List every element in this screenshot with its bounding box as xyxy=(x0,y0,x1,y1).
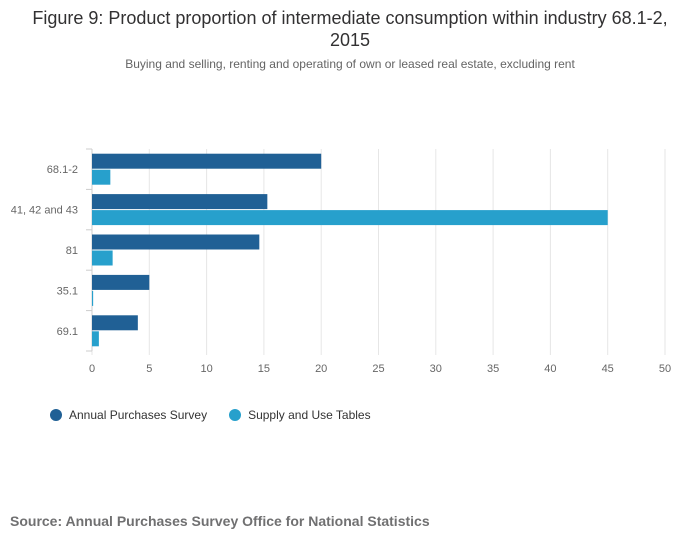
legend: Annual Purchases Survey Supply and Use T… xyxy=(50,408,371,422)
bar-aps xyxy=(92,153,322,169)
bar-aps xyxy=(92,194,268,210)
x-tick-label: 30 xyxy=(430,363,442,375)
x-tick-label: 25 xyxy=(372,363,384,375)
chart-title: Figure 9: Product proportion of intermed… xyxy=(32,8,668,50)
x-tick-label: 50 xyxy=(659,363,671,375)
legend-label-sut: Supply and Use Tables xyxy=(248,408,371,422)
x-tick-label: 15 xyxy=(258,363,270,375)
source-note: Source: Annual Purchases Survey Office f… xyxy=(10,513,430,529)
bar-aps xyxy=(92,315,138,331)
x-tick-label: 5 xyxy=(146,363,152,375)
legend-label-aps: Annual Purchases Survey xyxy=(69,408,208,422)
legend-marker-sut xyxy=(229,409,242,421)
x-tick-label: 45 xyxy=(602,363,614,375)
bar-sut xyxy=(92,169,111,185)
y-tick-label: 69.1 xyxy=(57,326,78,338)
chart-subtitle: Buying and selling, renting and operatin… xyxy=(125,57,575,71)
y-tick-label: 68.1-2 xyxy=(47,164,78,176)
bar-sut xyxy=(92,250,113,266)
x-tick-label: 10 xyxy=(200,363,212,375)
x-tick-label: 40 xyxy=(544,363,556,375)
bar-sut xyxy=(92,290,94,306)
legend-marker-aps xyxy=(50,409,62,421)
y-tick-label: 35.1 xyxy=(57,285,78,297)
y-tick-label: 81 xyxy=(66,245,78,257)
bar-sut xyxy=(92,210,608,226)
x-tick-label: 35 xyxy=(487,363,499,375)
legend-item-aps[interactable]: Annual Purchases Survey xyxy=(50,408,207,422)
x-tick-label: 0 xyxy=(89,363,95,375)
bar-sut xyxy=(92,331,99,347)
legend-item-sut[interactable]: Supply and Use Tables xyxy=(229,408,371,422)
bar-aps xyxy=(92,274,150,290)
bar-aps xyxy=(92,234,260,250)
y-tick-label: 41, 42 and 43 xyxy=(11,205,78,217)
x-tick-label: 20 xyxy=(315,363,327,375)
